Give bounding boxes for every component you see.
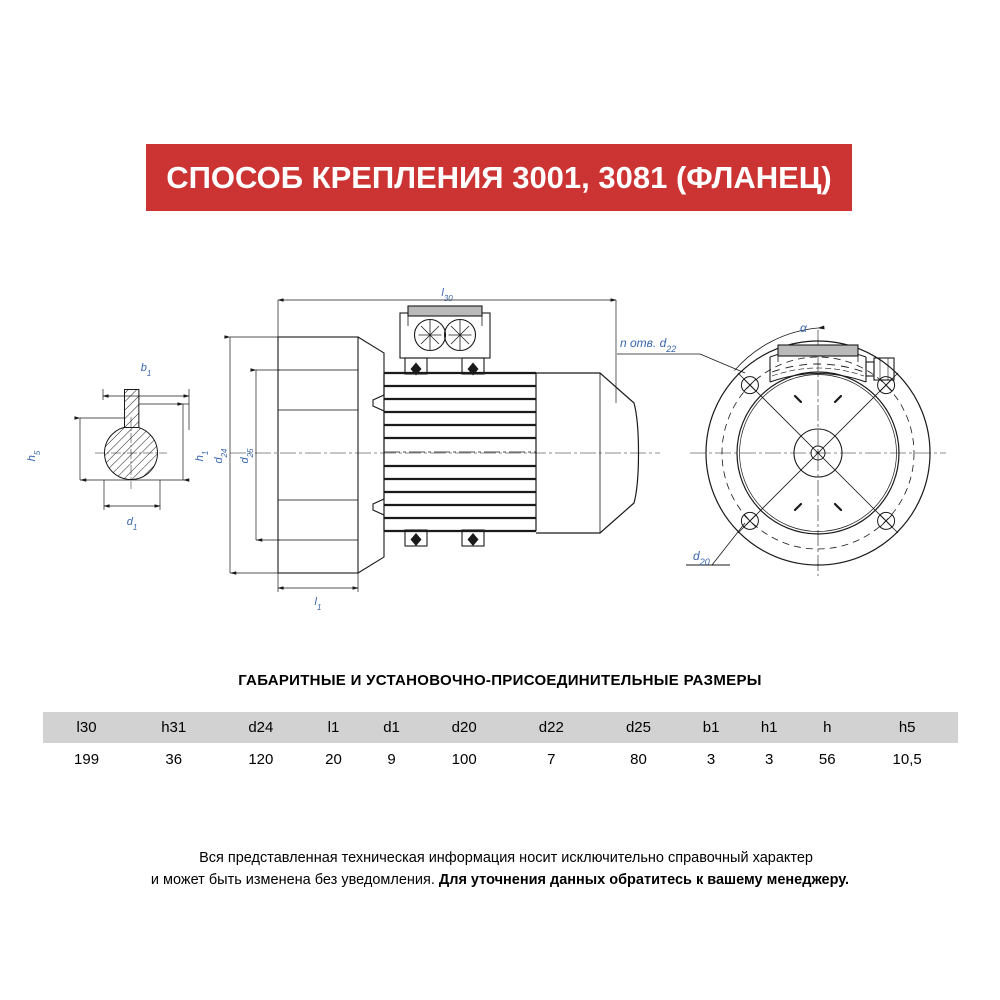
svg-text:α: α — [800, 321, 808, 335]
svg-text:n отв. d22: n отв. d22 — [620, 336, 676, 354]
svg-text:h5: h5 — [26, 450, 42, 461]
svg-text:d1: d1 — [127, 516, 138, 532]
svg-text:d25: d25 — [239, 448, 255, 464]
svg-text:d20: d20 — [693, 549, 710, 567]
svg-text:b1: b1 — [141, 362, 152, 378]
svg-text:h1: h1 — [194, 451, 210, 462]
svg-text:l1: l1 — [315, 596, 322, 612]
svg-text:d24: d24 — [213, 448, 229, 464]
